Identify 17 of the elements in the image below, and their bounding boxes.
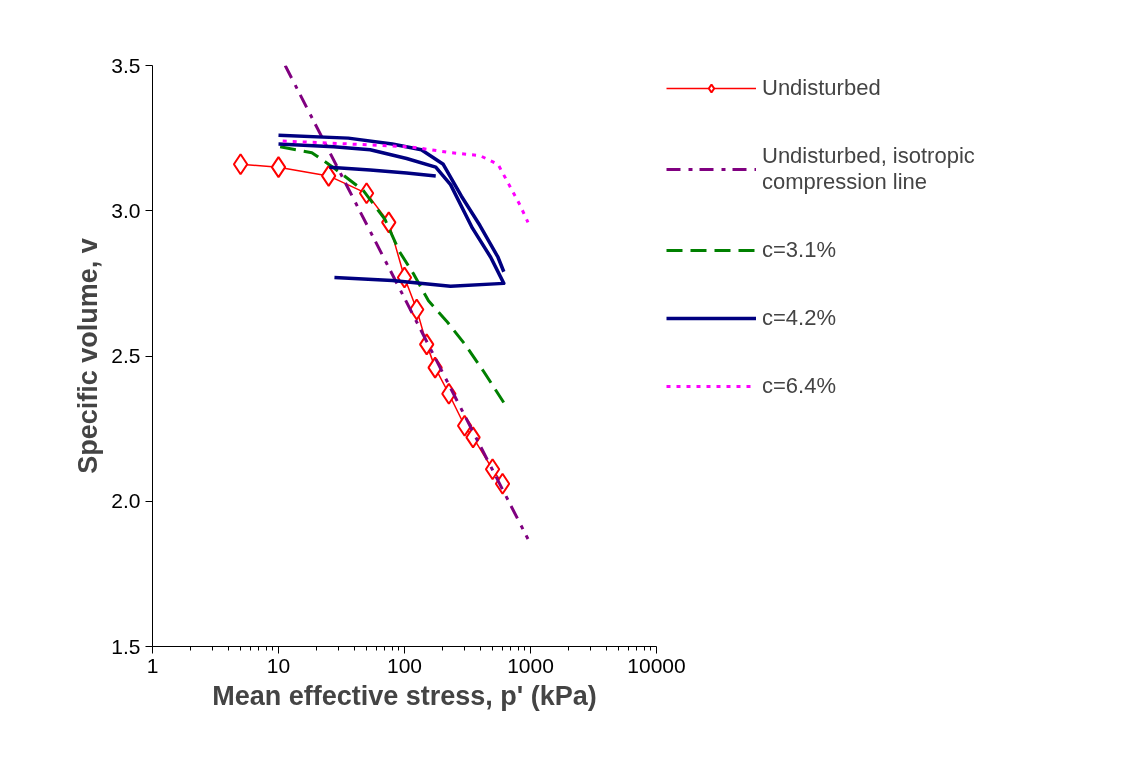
y-axis-title: Specific volume, v — [73, 238, 104, 474]
legend-label: c=6.4% — [762, 373, 836, 399]
x-tick-label: 100 — [386, 653, 423, 677]
y-tick-label: 3.5 — [111, 53, 141, 77]
legend-label: Undisturbed — [762, 75, 881, 101]
x-tick-label: 1000 — [507, 653, 554, 677]
y-tick-label: 2.0 — [111, 489, 141, 513]
x-tick-label: 10 — [266, 653, 291, 677]
legend-label: Undisturbed, isotropic compression line — [762, 143, 975, 195]
x-axis-title: Mean effective stress, p' (kPa) — [212, 680, 597, 711]
legend-label: c=3.1% — [762, 237, 836, 263]
y-tick-label: 1.5 — [111, 634, 141, 658]
x-tick-label: 10000 — [627, 653, 686, 677]
legend-label: c=4.2% — [762, 305, 836, 331]
x-tick-label: 1 — [146, 653, 159, 677]
y-tick-label: 3.0 — [111, 198, 141, 222]
y-tick-label: 2.5 — [111, 344, 141, 367]
